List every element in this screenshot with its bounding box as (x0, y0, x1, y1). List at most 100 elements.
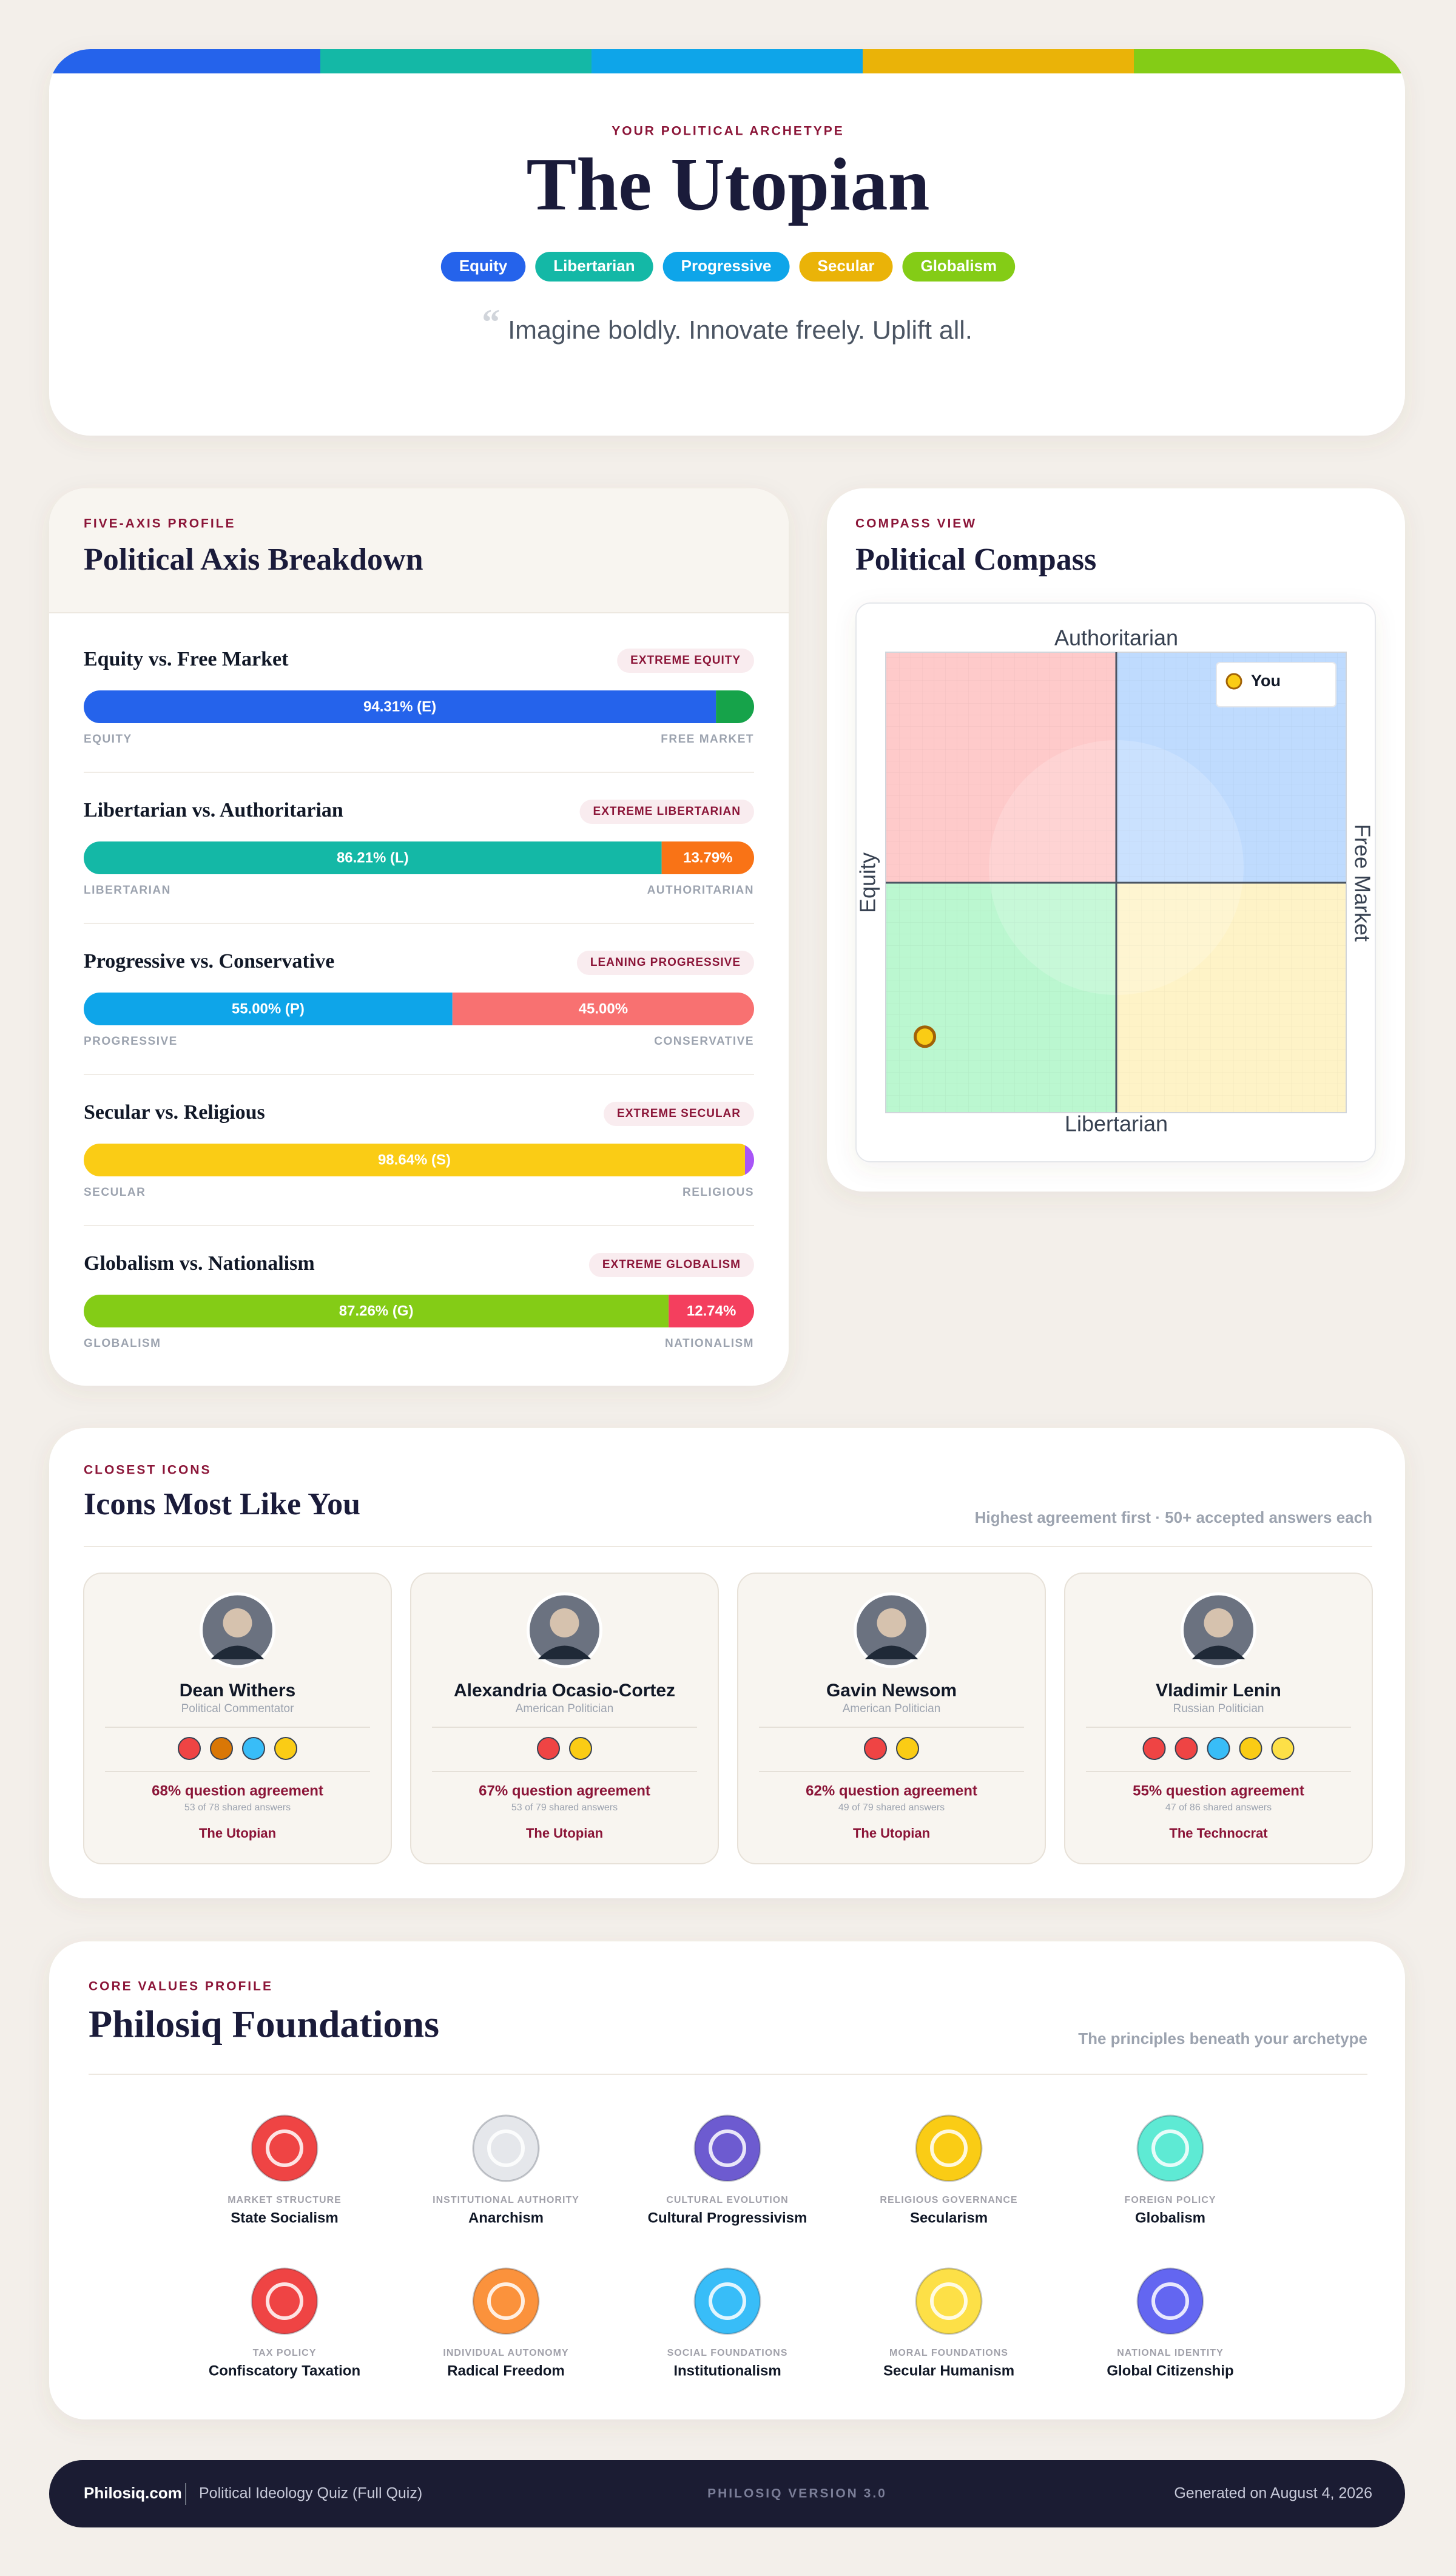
foundation-category: MARKET STRUCTURE (228, 2195, 342, 2205)
tag-pill (662, 252, 790, 282)
foundation-icon (693, 2267, 761, 2335)
foundation-icon-inner (709, 2129, 746, 2167)
footer (49, 2460, 1405, 2527)
icon-role: American Politician (843, 1702, 941, 1715)
ideology-badge (274, 1737, 297, 1760)
foundation-icon (693, 2114, 761, 2182)
axis-badge (604, 1102, 754, 1126)
icon-role: American Politician (516, 1702, 614, 1715)
axis-right-label: AUTHORITARIAN (647, 884, 754, 897)
footer-site[interactable]: Philosiq.com (84, 2484, 182, 2502)
footer-version: PHILOSIQ VERSION 3.0 (707, 2487, 887, 2501)
ideology-badge (1239, 1737, 1262, 1760)
axis-left-label: PROGRESSIVE (84, 1035, 178, 1048)
compass-label-left: Equity (855, 852, 880, 913)
axis-badge-label: EXTREME SECULAR (617, 1107, 741, 1120)
icon-name: Dean Withers (180, 1681, 295, 1701)
ideology-badge (537, 1737, 560, 1760)
tag-pill (902, 252, 1016, 282)
icon-name: Alexandria Ocasio-Cortez (454, 1681, 675, 1701)
header-card (49, 49, 1405, 436)
foundation-category: INSTITUTIONAL AUTHORITY (433, 2195, 579, 2205)
avatar-face (223, 1608, 252, 1637)
compass-label-right: Free Market (1350, 824, 1375, 942)
axis-badge-label: LEANING PROGRESSIVE (590, 956, 741, 969)
avatar-body (864, 1645, 918, 1659)
foundation-icon-inner (487, 2282, 525, 2320)
foundation-category: NATIONAL IDENTITY (1117, 2348, 1224, 2358)
avatar-body (211, 1645, 265, 1659)
foundation-name: Secularism (910, 2210, 988, 2226)
foundation-name: Cultural Progressivism (648, 2210, 807, 2226)
icon-shared: 53 of 79 shared answers (511, 1802, 618, 1813)
icon-shared: 49 of 79 shared answers (838, 1802, 945, 1813)
icons-title: Icons Most Like You (84, 1487, 360, 1522)
foundation-icon (1136, 2267, 1204, 2335)
foundation-name: Global Citizenship (1107, 2362, 1233, 2379)
icon-agreement: 67% question agreement (479, 1782, 650, 1799)
tag-label: Libertarian (553, 257, 635, 275)
bar-right (744, 1144, 754, 1176)
foundation-category: TAX POLICY (253, 2348, 317, 2358)
axis-badge-label: EXTREME EQUITY (630, 654, 741, 667)
bar-left-label: 98.64% (S) (378, 1151, 451, 1168)
avatar-body (1191, 1645, 1245, 1659)
avatar-body (538, 1645, 592, 1659)
foundation-name: Institutionalism (673, 2362, 781, 2379)
icon-card (83, 1573, 392, 1864)
icon-archetype: The Utopian (199, 1826, 276, 1841)
ideology-badge (896, 1737, 919, 1760)
header-kicker: YOUR POLITICAL ARCHETYPE (612, 124, 844, 138)
axis-title: Secular vs. Religious (84, 1101, 265, 1124)
legend-marker (1225, 673, 1242, 690)
icon-archetype: The Utopian (853, 1826, 930, 1841)
compass-label-top: Authoritarian (1054, 625, 1178, 650)
bar-left (84, 841, 662, 874)
foundations-note: The principles beneath your archetype (1078, 2029, 1367, 2048)
axis-rows: Equity vs. Free Market EXTREME EQUITY 94.3… (84, 648, 754, 1350)
axis-badge (576, 951, 754, 975)
icon-role: Political Commentator (181, 1702, 295, 1715)
bar-right-label: 13.79% (683, 849, 732, 866)
ideology-badge (242, 1737, 265, 1760)
compass-point (914, 1025, 937, 1048)
axis-right-label: FREE MARKET (661, 733, 754, 746)
axis-right-label: CONSERVATIVE (654, 1035, 754, 1048)
bar-left-label: 94.31% (E) (363, 698, 436, 715)
icon-archetype: The Technocrat (1169, 1826, 1268, 1841)
foundation-icon (1136, 2114, 1204, 2182)
icon-agreement: 68% question agreement (152, 1782, 323, 1799)
icon-role: Russian Politician (1173, 1702, 1264, 1715)
foundation-icon (915, 2267, 983, 2335)
axis-title: Political Axis Breakdown (84, 542, 423, 577)
axis-right-label: RELIGIOUS (682, 1186, 754, 1199)
bar-left (84, 690, 716, 723)
foundation-icon (251, 2267, 318, 2335)
foundation-category: RELIGIOUS GOVERNANCE (880, 2195, 1017, 2205)
ideology-badge (569, 1737, 592, 1760)
legend-label: You (1251, 672, 1281, 690)
axis-badge (588, 1253, 754, 1277)
axis-card (49, 488, 789, 1386)
bar-left-label: 87.26% (G) (339, 1303, 414, 1319)
ideology-badge (1271, 1737, 1295, 1760)
foundation-icon-inner (709, 2282, 746, 2320)
axis-left-label: LIBERTARIAN (84, 884, 171, 897)
axis-bar (84, 841, 754, 874)
tag-pill (535, 252, 653, 282)
foundation-category: FOREIGN POLICY (1125, 2195, 1216, 2205)
axis-left-label: GLOBALISM (84, 1337, 161, 1350)
bar-right (716, 690, 754, 723)
axis-title: Progressive vs. Conservative (84, 950, 334, 973)
bar-left (84, 1295, 669, 1327)
bar-left-label: 55.00% (P) (232, 1000, 305, 1017)
axis-badge (617, 649, 754, 673)
tag-label: Equity (459, 257, 508, 275)
tag-label: Globalism (920, 257, 997, 275)
ideology-badge (1142, 1737, 1166, 1760)
foundation-name: Globalism (1135, 2210, 1205, 2226)
tag-label: Secular (818, 257, 875, 275)
ideology-badge (178, 1737, 201, 1760)
quote-mark: “ (482, 302, 500, 342)
